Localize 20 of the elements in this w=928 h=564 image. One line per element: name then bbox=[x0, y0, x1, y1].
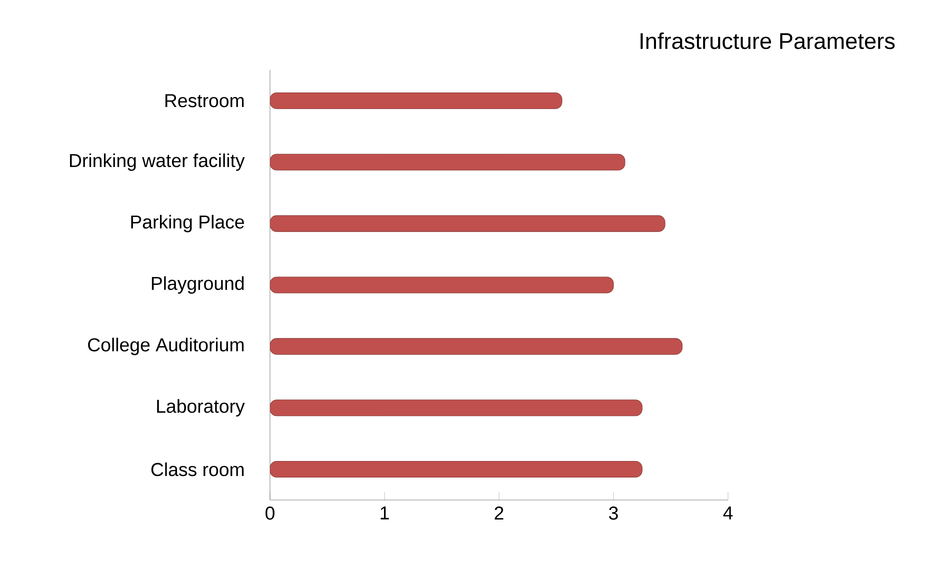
bar bbox=[270, 461, 642, 478]
chart-title: Infrastructure Parameters bbox=[640, 32, 895, 50]
x-tick-label: 3 bbox=[609, 506, 618, 520]
y-tick-label: College Auditorium bbox=[88, 338, 244, 356]
bar bbox=[270, 92, 562, 109]
y-tick-label: Drinking water facility bbox=[70, 153, 245, 171]
y-tick-label: Class room bbox=[151, 462, 244, 476]
bar bbox=[270, 338, 682, 355]
x-tick-label: 2 bbox=[494, 506, 504, 520]
y-tick-label: Playground bbox=[152, 276, 244, 294]
bar bbox=[270, 215, 666, 232]
x-tick-label: 0 bbox=[266, 506, 274, 520]
x-tick-label: 4 bbox=[723, 506, 733, 520]
x-tick-label: 1 bbox=[380, 506, 389, 520]
bar bbox=[270, 276, 614, 294]
y-tick-label: Laboratory bbox=[157, 399, 245, 417]
bar bbox=[270, 400, 642, 416]
y-tick-label: Restroom bbox=[165, 94, 244, 108]
y-tick-label: Parking Place bbox=[131, 214, 244, 232]
bar bbox=[270, 154, 626, 170]
